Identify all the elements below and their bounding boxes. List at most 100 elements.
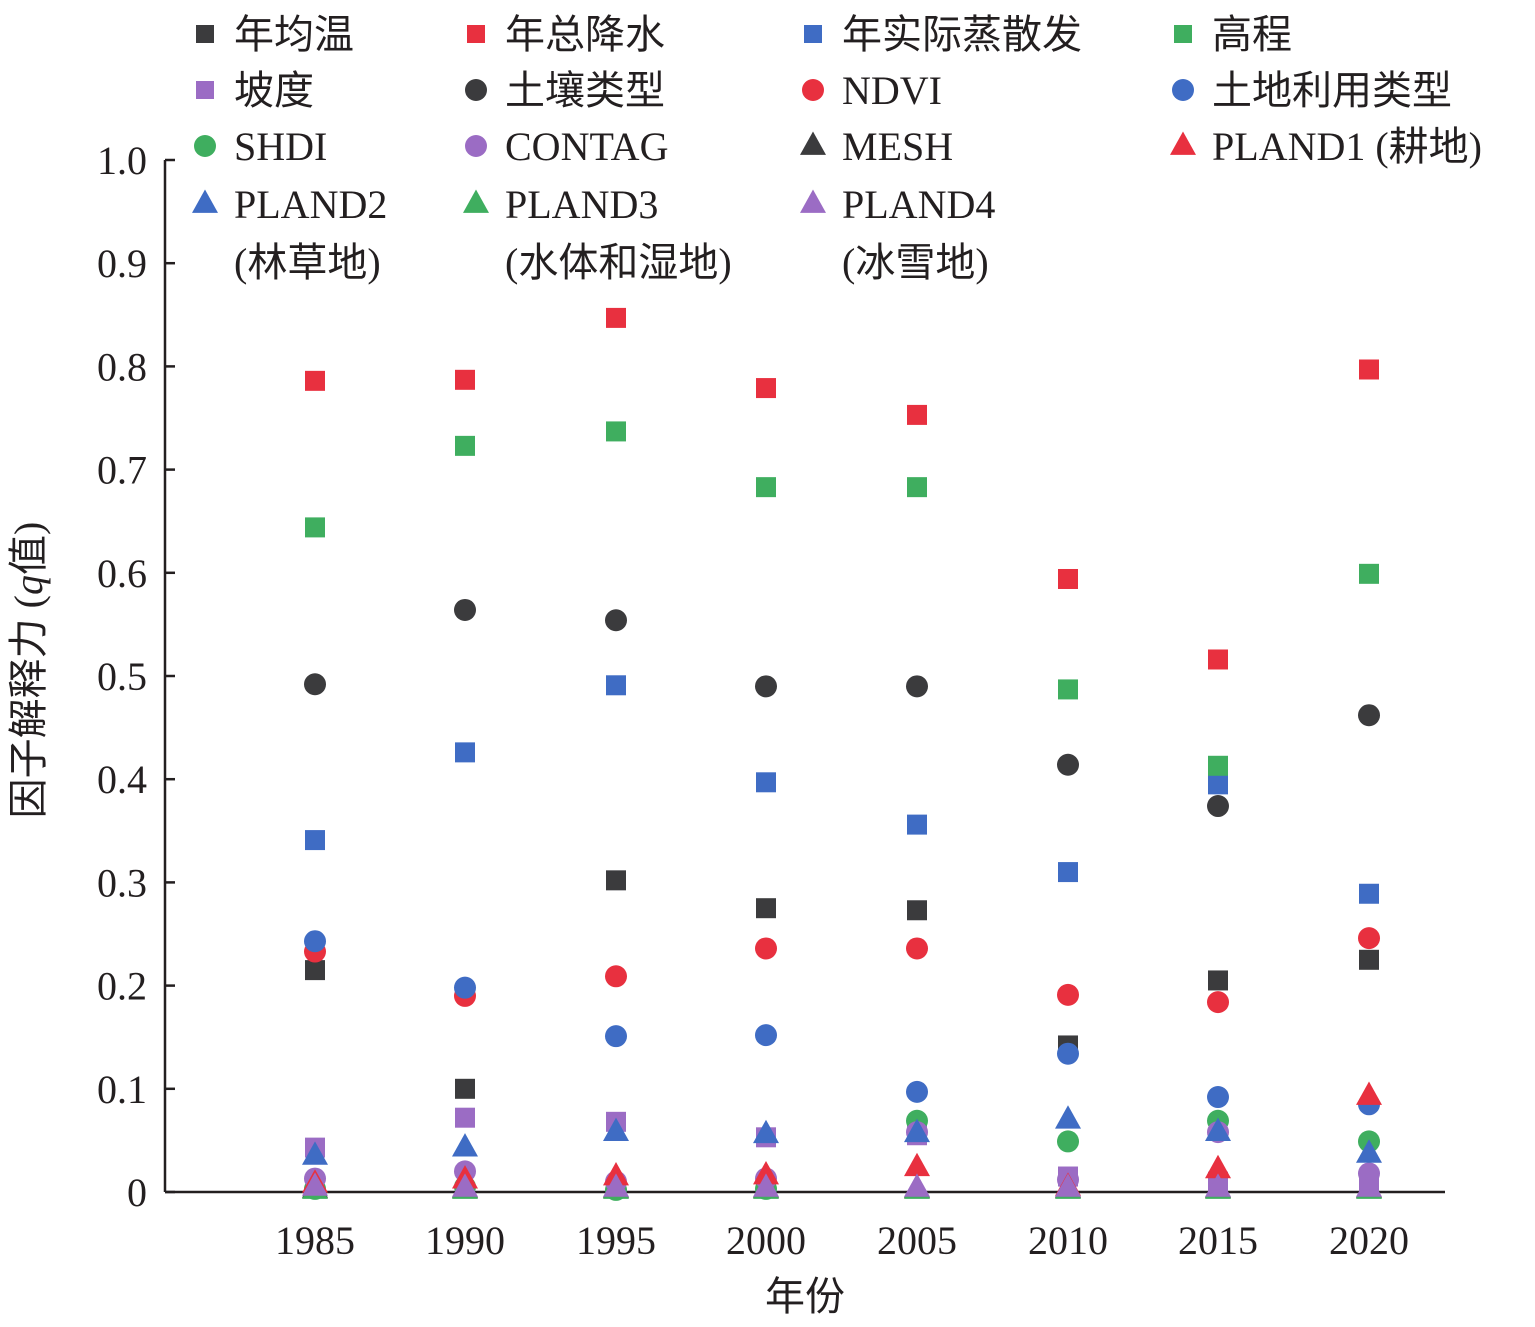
y-tick-label: 0.3 — [97, 860, 147, 905]
data-point — [1208, 774, 1228, 795]
legend-marker — [196, 81, 214, 99]
x-tick-label: 2010 — [1028, 1218, 1108, 1263]
legend-item: MESH — [800, 124, 953, 169]
legend-marker — [1174, 25, 1192, 43]
legend-label: PLAND2 — [234, 182, 387, 227]
y-tick-label: 0.5 — [97, 654, 147, 699]
x-tick-label: 2005 — [877, 1218, 957, 1263]
data-point — [756, 378, 776, 399]
legend-item: CONTAG — [465, 124, 668, 169]
y-tick-label: 1.0 — [97, 138, 147, 183]
legend-label: (水体和湿地) — [505, 240, 732, 285]
data-point — [756, 772, 776, 793]
data-point — [907, 900, 927, 921]
x-tick-label: 1990 — [425, 1218, 505, 1263]
legend-item: NDVI — [802, 68, 942, 113]
series-triangle — [302, 1105, 1382, 1165]
legend-marker — [463, 189, 489, 213]
legend-label: (冰雪地) — [842, 240, 989, 285]
legend-marker — [192, 189, 218, 213]
legend-item: 高程 — [1174, 12, 1292, 57]
series-circle — [304, 930, 1380, 1116]
x-tick-label: 2000 — [726, 1218, 806, 1263]
legend-marker — [804, 25, 822, 43]
data-point — [1359, 949, 1379, 970]
data-point — [455, 1078, 475, 1099]
data-point — [605, 965, 627, 988]
data-point — [904, 1152, 930, 1177]
data-point — [603, 1117, 629, 1142]
legend-marker — [1172, 79, 1194, 101]
data-point — [755, 1024, 777, 1047]
legend-item: SHDI — [194, 124, 327, 169]
data-point — [606, 675, 626, 696]
legend-marker — [194, 135, 216, 157]
legend-marker — [800, 189, 826, 213]
data-point — [906, 675, 928, 698]
legend-label: CONTAG — [505, 124, 668, 169]
legend-label: 坡度 — [234, 68, 314, 113]
x-tick-label: 1995 — [576, 1218, 656, 1263]
y-tick-label: 0.1 — [97, 1067, 147, 1112]
data-point — [1207, 795, 1229, 818]
data-point — [1207, 991, 1229, 1014]
data-point — [1208, 649, 1228, 670]
data-point — [753, 1119, 779, 1144]
data-point — [1057, 983, 1079, 1006]
data-point — [452, 1173, 478, 1197]
series-circle — [304, 598, 1380, 818]
data-point — [755, 675, 777, 698]
data-point — [302, 1141, 328, 1165]
data-point — [455, 1107, 475, 1128]
y-tick-label: 0.9 — [97, 241, 147, 286]
legend-marker — [1170, 131, 1196, 155]
legend-label: NDVI — [842, 68, 942, 113]
x-tick-label: 1985 — [275, 1218, 355, 1263]
legend-item: 土壤类型 — [465, 68, 665, 113]
data-point — [1358, 927, 1380, 950]
data-point — [304, 673, 326, 696]
legend-label: 年均温 — [234, 12, 354, 57]
data-point — [605, 609, 627, 632]
legend-label: 年总降水 — [505, 12, 665, 57]
data-point — [606, 307, 626, 328]
data-point — [1359, 883, 1379, 904]
data-point — [1057, 1130, 1079, 1153]
data-point — [452, 1133, 478, 1157]
data-point — [304, 930, 326, 953]
data-point — [1205, 1173, 1231, 1197]
legend-item: PLAND2 (林草地) — [192, 182, 387, 285]
data-point — [454, 598, 476, 621]
legend-label: 高程 — [1212, 12, 1292, 57]
legend-label: MESH — [842, 124, 953, 169]
data-point — [1208, 970, 1228, 991]
legend-marker — [802, 79, 824, 101]
legend-item: 年实际蒸散发 — [804, 12, 1082, 57]
legend-item: PLAND3 (水体和湿地) — [463, 182, 732, 285]
legend-label: PLAND3 — [505, 182, 658, 227]
legend-marker — [465, 135, 487, 157]
series-square — [305, 307, 1379, 670]
data-point — [1207, 1086, 1229, 1109]
data-point — [753, 1160, 779, 1185]
y-tick-label: 0.8 — [97, 344, 147, 389]
x-tick-label: 2015 — [1178, 1218, 1258, 1263]
data-point — [1058, 568, 1078, 589]
data-point — [907, 404, 927, 425]
data-point — [756, 477, 776, 498]
data-point — [1356, 1173, 1382, 1197]
data-point — [1055, 1105, 1081, 1129]
data-point — [1358, 704, 1380, 727]
data-point — [454, 976, 476, 999]
legend-marker — [800, 131, 826, 155]
data-point — [606, 870, 626, 891]
data-point — [1208, 755, 1228, 776]
data-point — [455, 435, 475, 456]
data-point — [1058, 862, 1078, 883]
y-tick-label: 0.4 — [97, 757, 147, 802]
data-point — [455, 742, 475, 763]
data-point — [1205, 1117, 1231, 1142]
legend-label: 年实际蒸散发 — [842, 12, 1082, 57]
data-point — [1057, 1042, 1079, 1065]
